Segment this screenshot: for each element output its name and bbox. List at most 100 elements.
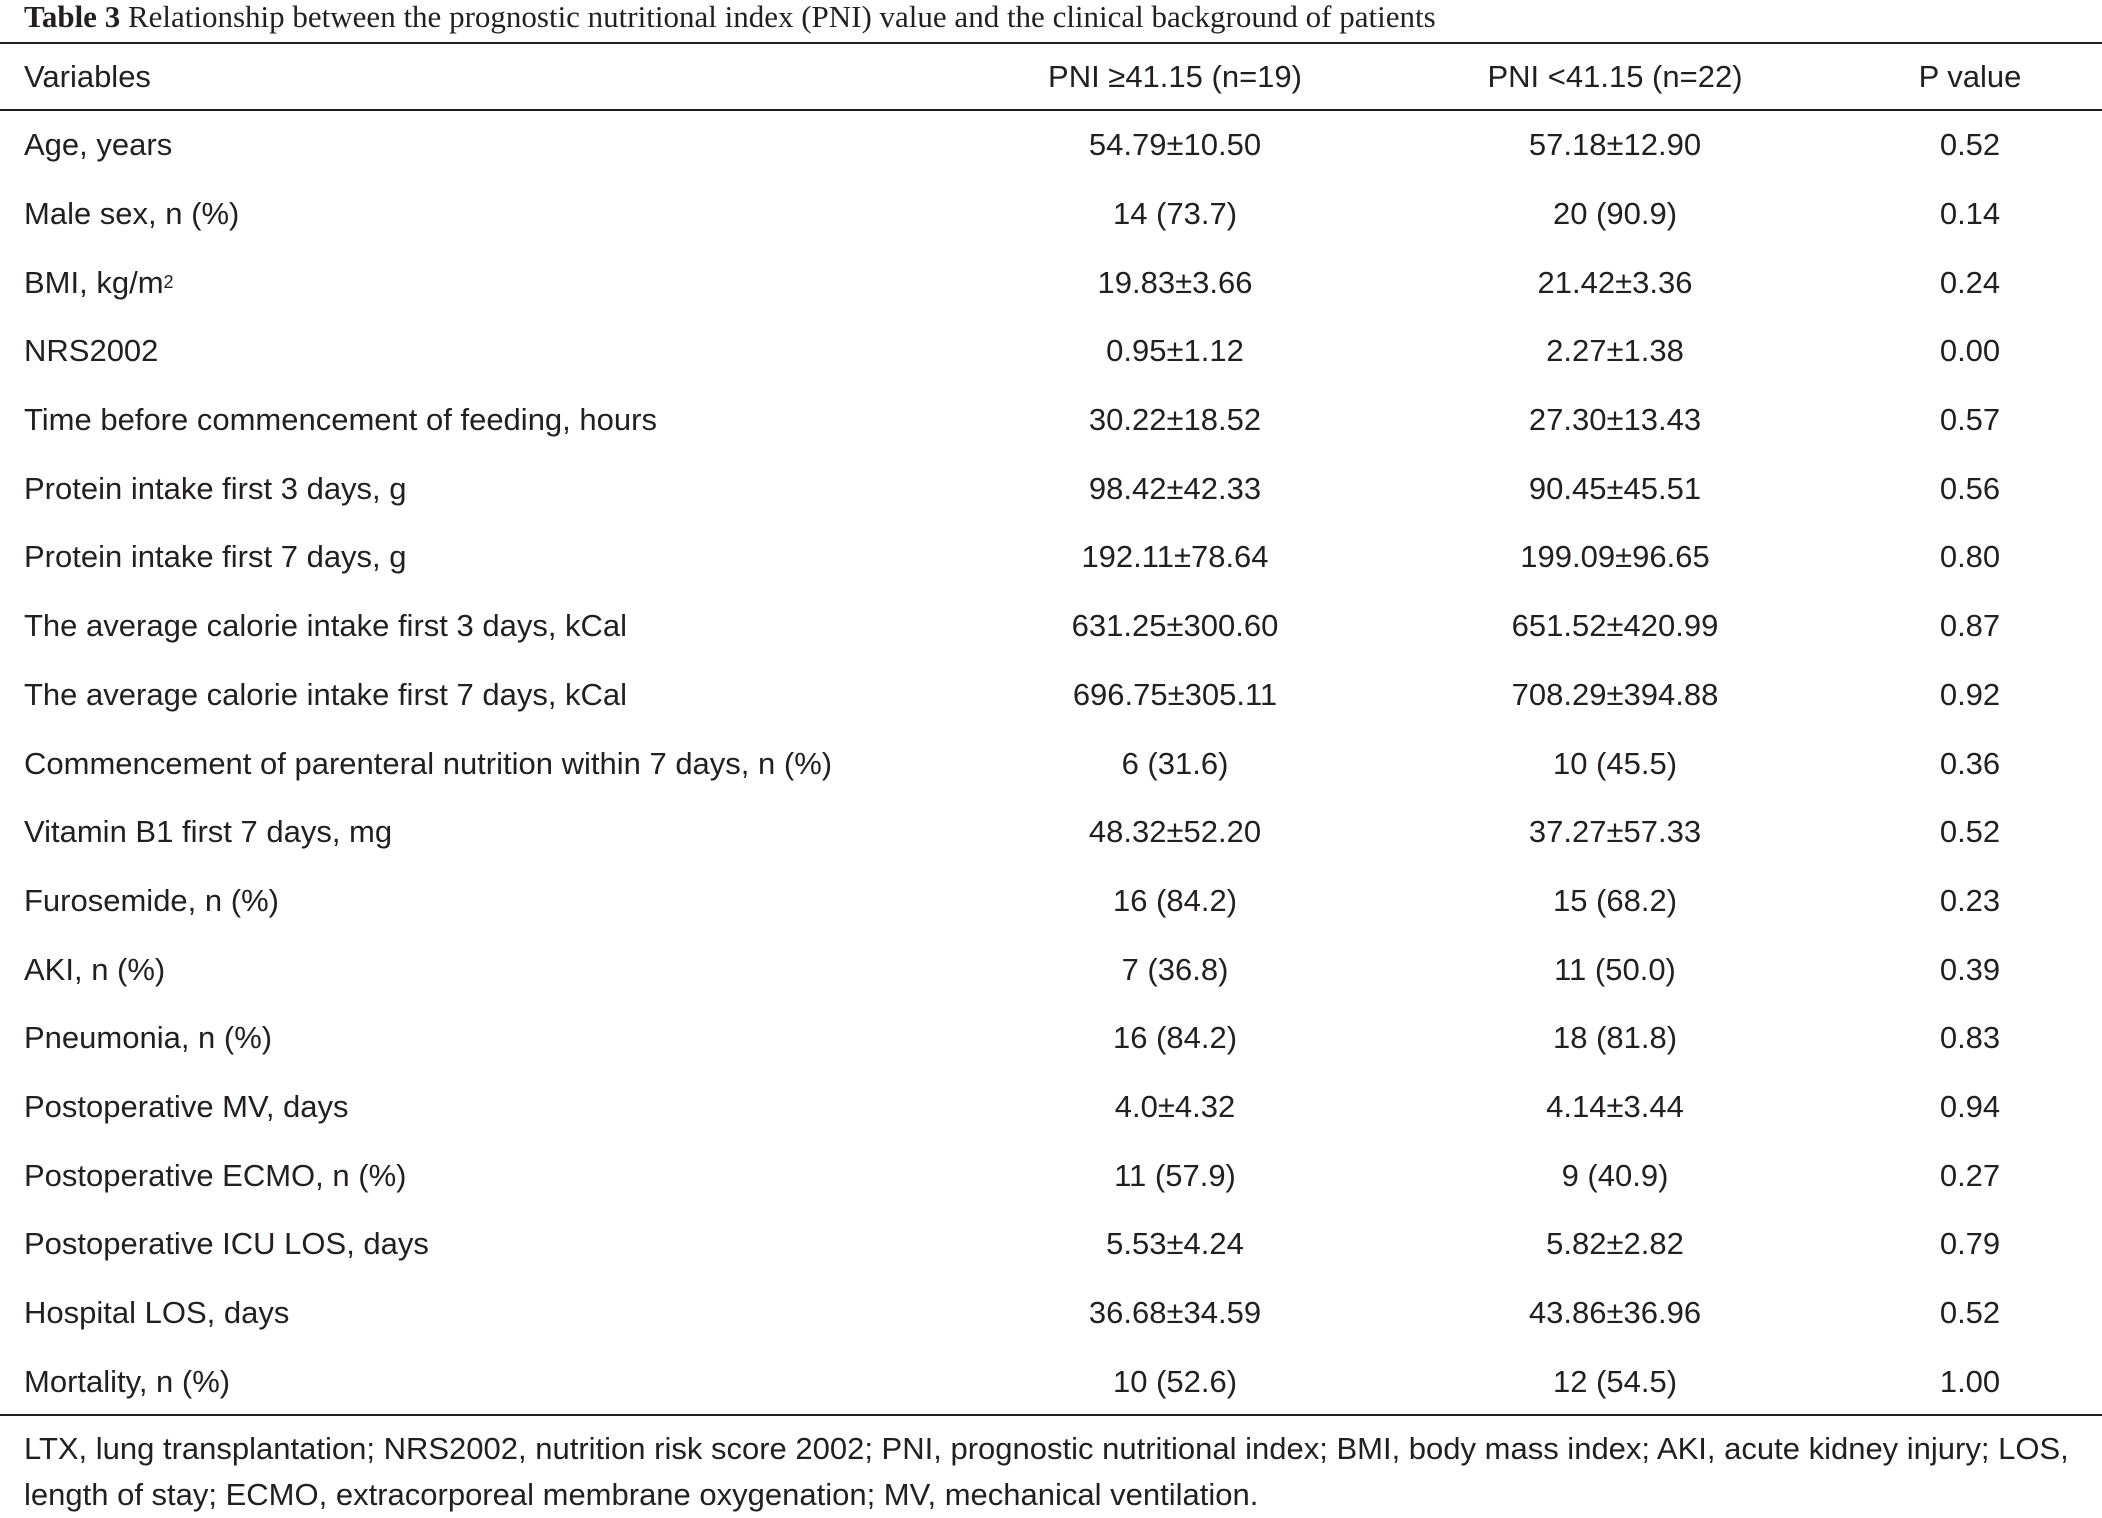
table-row: Time before commencement of feeding, hou… [0,386,2102,455]
variable-label: Mortality, n (%) [24,1363,231,1399]
variable-superscript: 2 [163,272,174,293]
variable-label: Commencement of parenteral nutrition wit… [24,745,833,781]
variable-label: Protein intake first 3 days, g [24,470,407,506]
pni-high-cell: 696.75±305.11 [1072,676,1278,712]
table-caption-label: Table 3 [24,0,121,34]
pni-low-cell: 18 (81.8) [1552,1020,1678,1056]
pni-low-cell: 15 (68.2) [1552,882,1678,918]
p-value-cell: 0.27 [1939,1157,2001,1193]
table-caption-text: Relationship between the prognostic nutr… [127,0,1436,34]
p-value-cell: 0.57 [1939,402,2001,438]
variable-label: Hospital LOS, days [24,1295,290,1331]
variable-label: Postoperative ECMO, n (%) [24,1157,407,1193]
pni-low-cell: 20 (90.9) [1552,196,1678,232]
pni-high-cell: 54.79±10.50 [1088,127,1262,163]
pni-low-cell: 5.82±2.82 [1546,1226,1684,1262]
table-row: The average calorie intake first 7 days,… [0,661,2102,730]
variable-label: Furosemide, n (%) [24,882,279,918]
pni-low-cell: 9 (40.9) [1561,1157,1669,1193]
p-value-cell: 0.80 [1939,539,2001,575]
table-top-rule [0,42,2102,44]
pni-low-cell: 199.09±96.65 [1520,539,1710,575]
table-header-rule [0,109,2102,111]
pni-high-cell: 4.0±4.32 [1114,1088,1236,1124]
p-value-cell: 0.92 [1939,676,2001,712]
pni-high-cell: 48.32±52.20 [1088,814,1262,850]
variable-label: Postoperative MV, days [24,1088,349,1124]
variable-label: Vitamin B1 first 7 days, mg [24,814,393,850]
pni-low-cell: 651.52±420.99 [1511,608,1719,644]
pni-high-cell: 7 (36.8) [1121,951,1229,987]
variable-cell: Vitamin B1 first 7 days, mg [24,798,984,867]
table-footnote: LTX, lung transplantation; NRS2002, nutr… [24,1431,2069,1512]
p-value-cell: 0.39 [1939,951,2001,987]
variable-label: The average calorie intake first 3 days,… [24,608,628,644]
table-header-row: Variables PNI ≥41.15 (n=19) PNI <41.15 (… [0,44,2102,109]
pni-high-cell: 5.53±4.24 [1106,1226,1244,1262]
variable-label: Protein intake first 7 days, g [24,539,407,575]
variable-cell: AKI, n (%) [24,935,984,1004]
table-caption: Table 3 Relationship between the prognos… [24,0,1436,40]
p-value-cell: 0.36 [1939,745,2001,781]
table-row: Male sex, n (%) 14 (73.7) 20 (90.9) 0.14 [0,180,2102,249]
table-body: Age, years 54.79±10.50 57.18±12.90 0.52 Male… [0,111,2102,1416]
pni-low-cell: 4.14±3.44 [1546,1088,1684,1124]
variable-cell: Commencement of parenteral nutrition wit… [24,729,984,798]
pni-low-cell: 90.45±45.51 [1528,470,1702,506]
pni-low-cell: 12 (54.5) [1552,1363,1678,1399]
pni-high-cell: 192.11±78.64 [1081,539,1269,575]
variable-cell: The average calorie intake first 7 days,… [24,661,984,730]
pni-high-cell: 30.22±18.52 [1088,402,1262,438]
pni-high-cell: 14 (73.7) [1112,196,1238,232]
table-row: Furosemide, n (%) 16 (84.2) 15 (68.2) 0.23 [0,867,2102,936]
p-value-cell: 0.83 [1939,1020,2001,1056]
variable-cell: Protein intake first 7 days, g [24,523,984,592]
pni-high-cell: 16 (84.2) [1112,882,1238,918]
variable-label: AKI, n (%) [24,951,166,987]
pni-high-cell: 0.95±1.12 [1106,333,1244,369]
p-value-cell: 0.56 [1939,470,2001,506]
column-header-pni-low: PNI <41.15 (n=22) [1487,58,1743,94]
table-row: Postoperative MV, days 4.0±4.32 4.14±3.44 0… [0,1073,2102,1142]
pni-low-cell: 57.18±12.90 [1528,127,1702,163]
column-header-p-value: P value [1918,58,2022,94]
p-value-cell: 0.23 [1939,882,2001,918]
table-row: Postoperative ICU LOS, days 5.53±4.24 5.82… [0,1210,2102,1279]
p-value-cell: 0.79 [1939,1226,2001,1262]
variable-cell: Protein intake first 3 days, g [24,454,984,523]
p-value-cell: 0.52 [1939,127,2001,163]
pni-low-cell: 21.42±3.36 [1537,264,1693,300]
pni-low-cell: 43.86±36.96 [1528,1295,1702,1331]
variable-label: Age, years [24,127,173,163]
pni-low-cell: 37.27±57.33 [1528,814,1702,850]
table-row: Protein intake first 3 days, g 98.42±42.3… [0,454,2102,523]
variable-label: Pneumonia, n (%) [24,1020,273,1056]
p-value-cell: 0.52 [1939,814,2001,850]
table-row: Mortality, n (%) 10 (52.6) 12 (54.5) 1.00 [0,1347,2102,1416]
pni-high-cell: 631.25±300.60 [1071,608,1279,644]
variable-cell: Pneumonia, n (%) [24,1004,984,1073]
variable-cell: Male sex, n (%) [24,180,984,249]
table-row: The average calorie intake first 3 days,… [0,592,2102,661]
variable-cell: Postoperative MV, days [24,1073,984,1142]
p-value-cell: 0.94 [1939,1088,2001,1124]
p-value-cell: 0.00 [1939,333,2001,369]
column-header-variables: Variables [24,58,151,94]
pni-high-cell: 19.83±3.66 [1097,264,1253,300]
table-row: NRS2002 0.95±1.12 2.27±1.38 0.00 [0,317,2102,386]
pni-low-cell: 11 (50.0) [1554,951,1676,987]
table-row: Commencement of parenteral nutrition wit… [0,729,2102,798]
p-value-cell: 0.24 [1939,264,2001,300]
table-row: AKI, n (%) 7 (36.8) 11 (50.0) 0.39 [0,935,2102,1004]
table-row: Protein intake first 7 days, g 192.11±78.… [0,523,2102,592]
table-row: Pneumonia, n (%) 16 (84.2) 18 (81.8) 0.83 [0,1004,2102,1073]
variable-label: Postoperative ICU LOS, days [24,1226,429,1262]
table-row: Hospital LOS, days 36.68±34.59 43.86±36.96… [0,1279,2102,1348]
p-value-cell: 1.00 [1939,1363,2001,1399]
p-value-cell: 0.14 [1939,196,2001,232]
table-row: BMI, kg/m 2 19.83±3.66 21.42±3.36 0.24 [0,248,2102,317]
variable-cell: Hospital LOS, days [24,1279,984,1348]
table-row: Vitamin B1 first 7 days, mg 48.32±52.20 37… [0,798,2102,867]
table-row: Age, years 54.79±10.50 57.18±12.90 0.52 [0,111,2102,180]
variable-cell: Furosemide, n (%) [24,867,984,936]
